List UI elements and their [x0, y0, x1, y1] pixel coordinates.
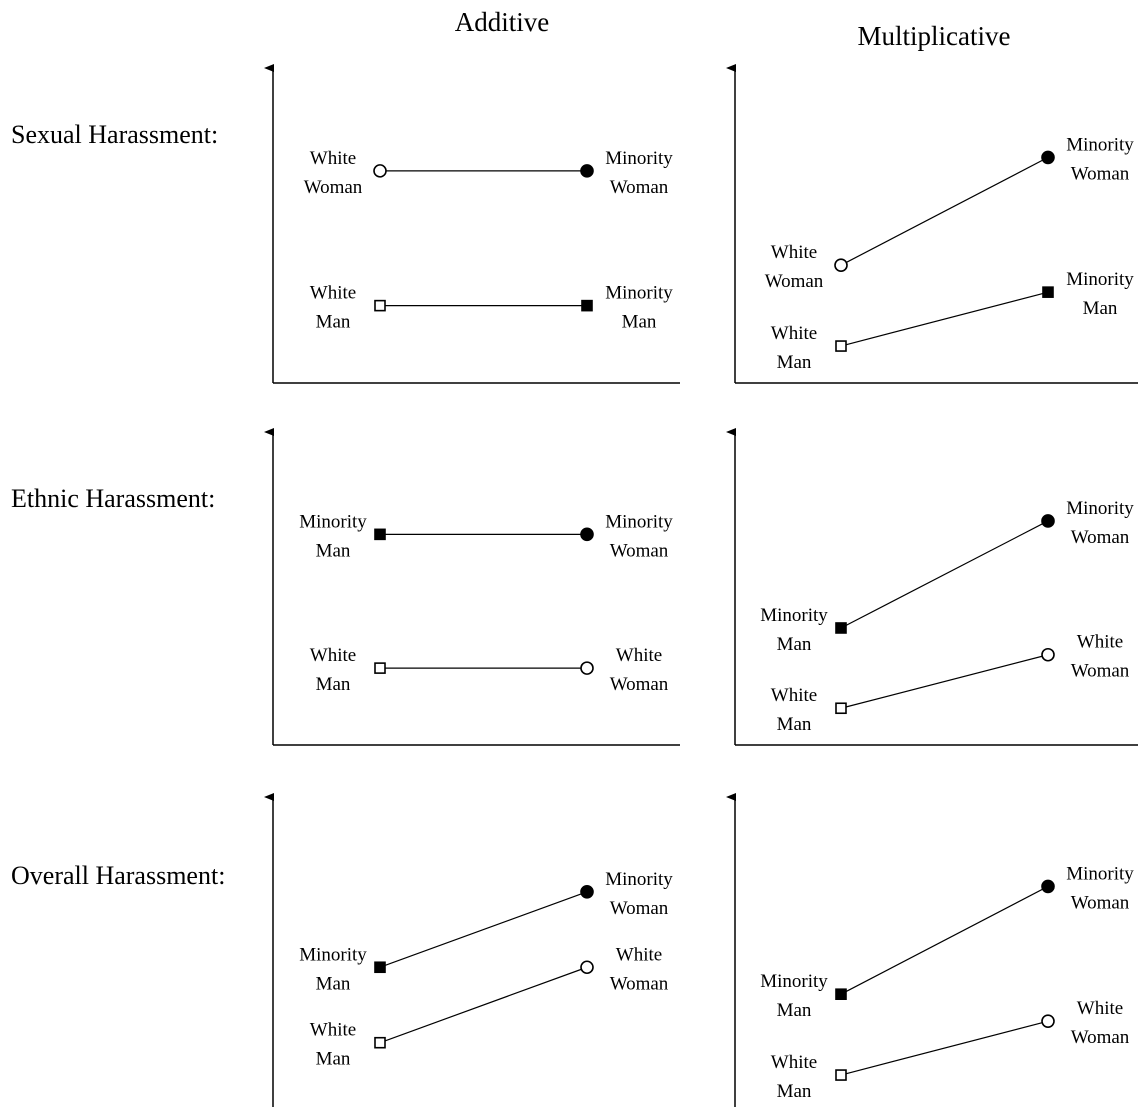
- white-man-marker: [374, 1036, 386, 1049]
- white-man-label: White Man: [310, 645, 356, 695]
- white-man-marker: [835, 702, 847, 715]
- minority-man-marker: [835, 988, 847, 1001]
- series-line: [840, 520, 1049, 629]
- series-line: [840, 156, 1049, 266]
- white-man-label: White Man: [310, 1020, 356, 1070]
- row-label-overall-harassment: Overall Harassment:: [11, 861, 225, 890]
- minority-man-label: Minority Man: [760, 605, 828, 655]
- white-woman-label: White Woman: [610, 645, 669, 695]
- series-line: [379, 891, 588, 968]
- minority-woman-label: Minority Woman: [1066, 498, 1134, 548]
- minority-woman-label: Minority Woman: [1066, 134, 1134, 184]
- white-man-label: White Man: [310, 283, 356, 333]
- minority-man-marker: [374, 961, 386, 974]
- row-label-sexual-harassment: Sexual Harassment:: [11, 120, 218, 149]
- panel-overall-harassment-additive: Minority Man Minority Woman White Man White Wom…: [264, 793, 673, 1107]
- white-woman-label: White Woman: [610, 944, 669, 994]
- white-woman-marker: [580, 960, 594, 975]
- column-title-additive: Additive: [455, 7, 550, 37]
- minority-woman-marker: [580, 527, 594, 542]
- row-label-ethnic-harassment: Ethnic Harassment:: [11, 484, 215, 513]
- white-woman-label: White Woman: [1071, 998, 1130, 1048]
- white-man-marker: [374, 662, 386, 674]
- minority-man-label: Minority Man: [1066, 269, 1134, 319]
- series-line: [379, 966, 588, 1044]
- minority-woman-marker: [580, 164, 594, 178]
- minority-woman-label: Minority Woman: [605, 148, 673, 198]
- white-man-label: White Man: [771, 685, 817, 735]
- panel-sexual-harassment-multiplicative: White Woman Minority Woman White Man Minority M…: [726, 64, 1138, 384]
- panel-ethnic-harassment-additive: Minority Man Minority Woman White Man White Wom…: [264, 428, 680, 746]
- white-woman-marker: [580, 661, 594, 675]
- minority-man-marker: [1042, 286, 1054, 298]
- column-title-multiplicative: Multiplicative: [858, 21, 1011, 51]
- minority-man-marker: [374, 528, 386, 541]
- minority-woman-label: Minority Woman: [1066, 863, 1134, 913]
- minority-woman-marker: [580, 884, 594, 899]
- white-man-label: White Man: [771, 323, 817, 373]
- white-woman-marker: [1041, 1014, 1055, 1028]
- white-man-marker: [374, 299, 386, 312]
- white-man-label: White Man: [771, 1052, 817, 1102]
- white-woman-marker: [834, 258, 848, 273]
- white-woman-marker: [373, 164, 387, 178]
- series-line: [840, 885, 1049, 995]
- minority-man-marker: [835, 622, 847, 634]
- white-man-marker: [835, 340, 847, 352]
- white-woman-label: White Woman: [765, 242, 824, 292]
- panel-overall-harassment-multiplicative: Minority Man Minority Woman White Man White Wom…: [726, 793, 1134, 1107]
- minority-man-label: Minority Man: [605, 283, 673, 333]
- minority-man-label: Minority Man: [299, 944, 367, 994]
- minority-woman-label: Minority Woman: [605, 869, 673, 919]
- minority-woman-label: Minority Woman: [605, 511, 673, 561]
- panel-sexual-harassment-additive: White Woman Minority Woman White Man Minority M…: [264, 64, 680, 384]
- white-woman-marker: [1041, 647, 1055, 662]
- minority-man-label: Minority Man: [299, 511, 367, 561]
- white-woman-label: White Woman: [1071, 632, 1130, 682]
- white-woman-label: White Woman: [304, 148, 363, 198]
- minority-woman-marker: [1041, 879, 1055, 894]
- minority-woman-marker: [1041, 514, 1055, 528]
- series-line: [840, 1020, 1049, 1076]
- minority-man-label: Minority Man: [760, 971, 828, 1021]
- series-line: [840, 291, 1049, 347]
- minority-woman-marker: [1041, 150, 1055, 165]
- minority-man-marker: [581, 299, 593, 312]
- panel-ethnic-harassment-multiplicative: Minority Man Minority Woman White Man White Wom…: [726, 428, 1138, 746]
- series-line: [840, 654, 1049, 709]
- white-man-marker: [835, 1069, 847, 1081]
